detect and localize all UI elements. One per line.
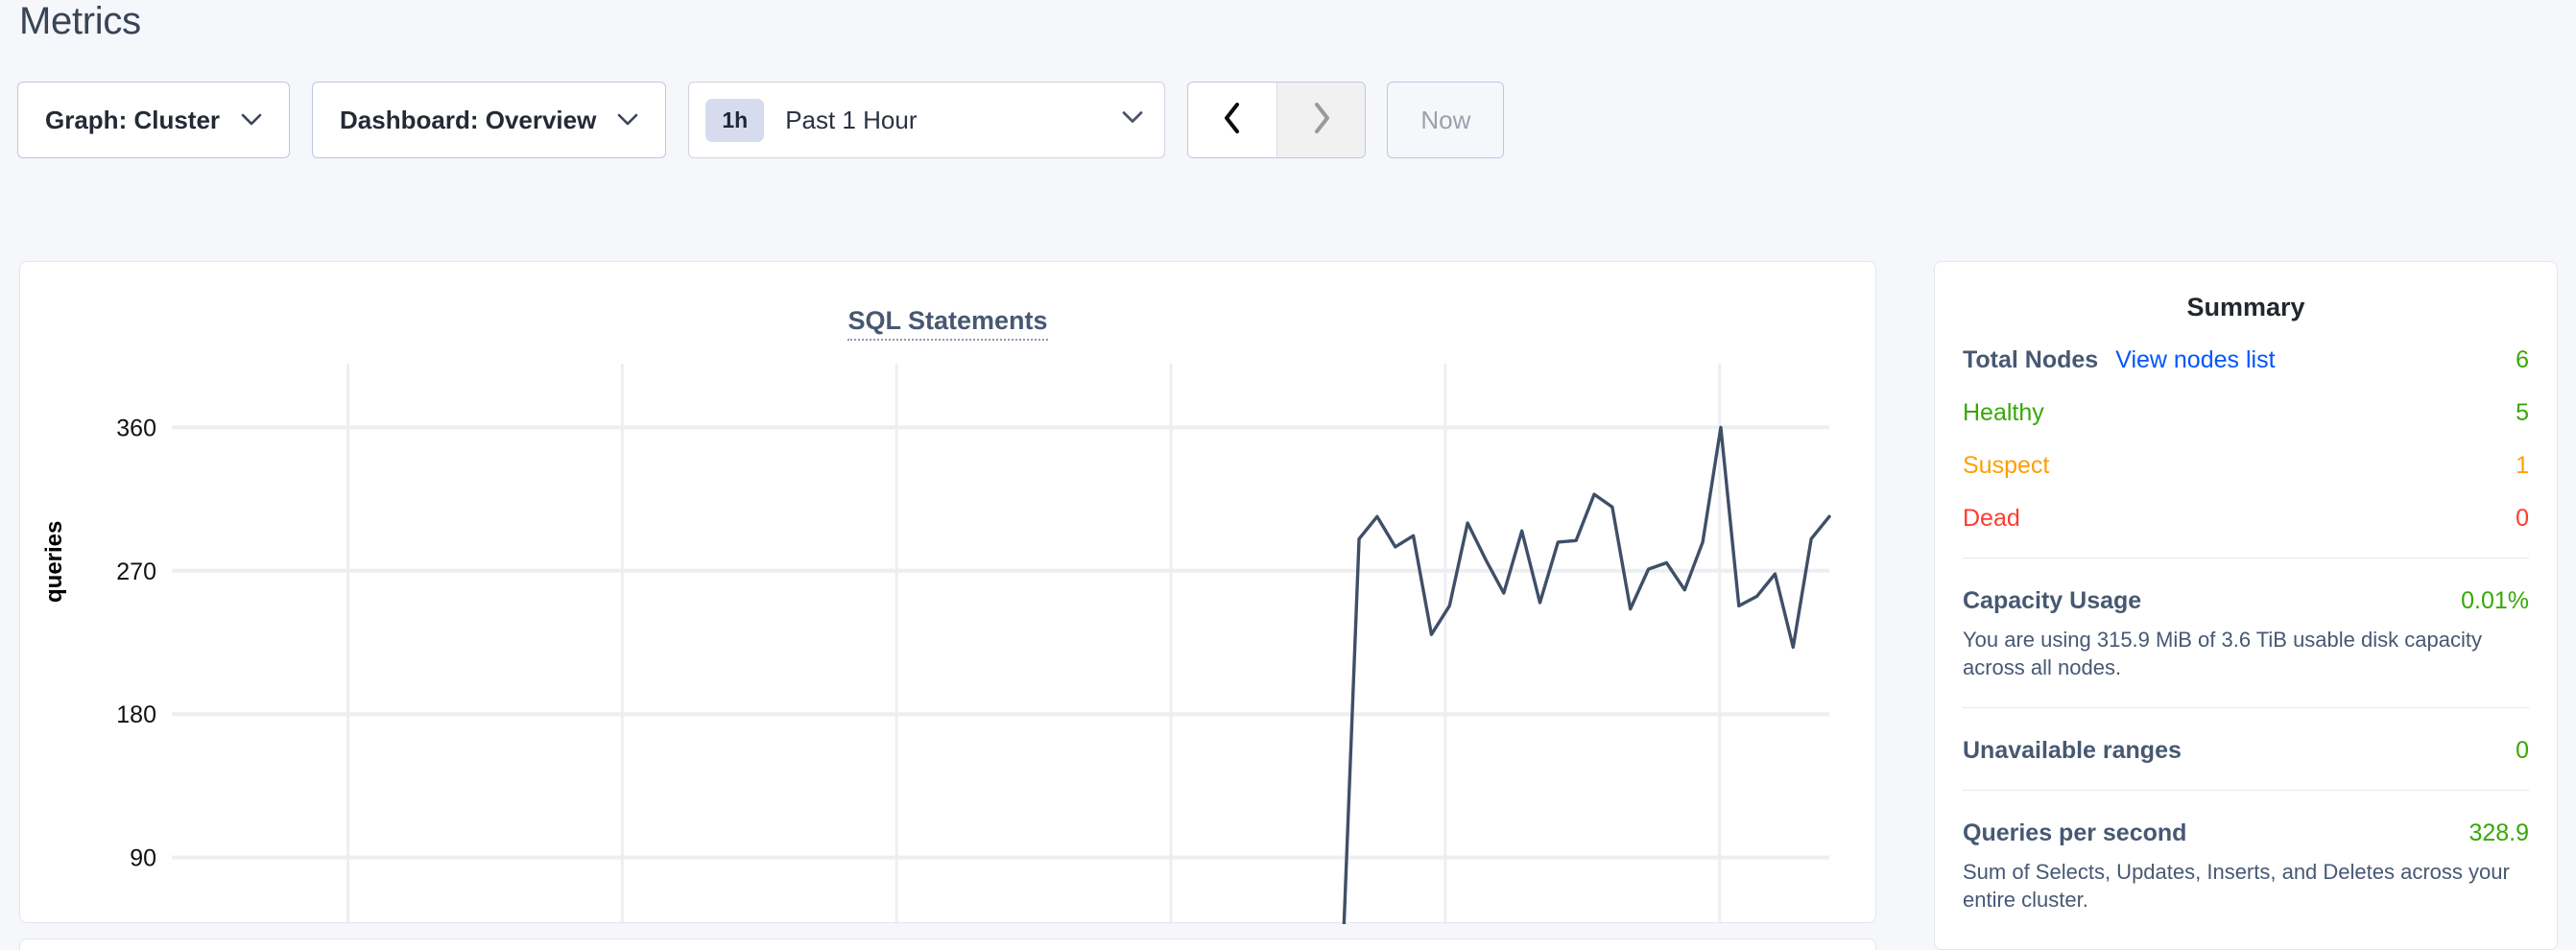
capacity-usage-label: Capacity Usage <box>1963 587 2142 614</box>
chevron-left-icon <box>1221 101 1244 140</box>
view-nodes-list-link[interactable]: View nodes list <box>2115 346 2276 373</box>
next-time-button[interactable] <box>1276 83 1366 157</box>
divider <box>1963 706 2529 708</box>
summary-row-qps: Queries per second 328.9 <box>1963 819 2529 847</box>
time-range-pill: 1h <box>705 98 765 142</box>
summary-card: Summary Total Nodes View nodes list 6 He… <box>1934 261 2558 950</box>
graph-select-button[interactable]: Graph: Cluster <box>17 82 291 158</box>
series-line-selects <box>1342 425 1831 924</box>
summary-row-dead: Dead 0 <box>1963 505 2529 533</box>
total-nodes-label: Total Nodes <box>1963 346 2099 373</box>
y-tick-label: 180 <box>116 701 156 728</box>
prev-time-button[interactable] <box>1188 83 1277 157</box>
healthy-label: Healthy <box>1963 399 2044 426</box>
healthy-value: 5 <box>2516 399 2529 426</box>
suspect-label: Suspect <box>1963 452 2050 479</box>
chart-title[interactable]: SQL Statements <box>20 306 1875 341</box>
chart-plot[interactable]: 09018027036015:2015:3015:4015:5016:0016:… <box>20 262 1877 924</box>
summary-row-unavailable-ranges: Unavailable ranges 0 <box>1963 737 2529 765</box>
capacity-usage-value: 0.01% <box>2461 587 2529 614</box>
secondary-chart-card <box>19 938 1876 950</box>
summary-row-healthy: Healthy 5 <box>1963 399 2529 427</box>
summary-row-suspect: Suspect 1 <box>1963 452 2529 480</box>
unavailable-ranges-label: Unavailable ranges <box>1963 736 2182 764</box>
dashboard-select-label: Dashboard: Overview <box>340 105 597 134</box>
dashboard-select-button[interactable]: Dashboard: Overview <box>312 82 667 158</box>
now-button[interactable]: Now <box>1387 82 1505 158</box>
time-range-selector[interactable]: 1h Past 1 Hour <box>688 82 1166 158</box>
divider <box>1963 789 2529 791</box>
summary-row-total-nodes: Total Nodes View nodes list 6 <box>1963 346 2529 374</box>
page-title: Metrics <box>19 0 141 42</box>
qps-description: Sum of Selects, Updates, Inserts, and De… <box>1963 859 2510 912</box>
dead-label: Dead <box>1963 505 2020 532</box>
capacity-usage-description: You are using 315.9 MiB of 3.6 TiB usabl… <box>1963 628 2482 680</box>
summary-row-capacity: Capacity Usage 0.01% <box>1963 587 2529 615</box>
y-tick-label: 360 <box>116 415 156 441</box>
toolbar: Graph: Cluster Dashboard: Overview 1h Pa… <box>17 82 1505 158</box>
time-range-label: Past 1 Hour <box>785 105 918 134</box>
total-nodes-value: 6 <box>2516 346 2529 373</box>
time-nav-group <box>1187 82 1367 158</box>
chevron-down-icon <box>617 113 638 127</box>
chevron-right-icon <box>1310 101 1333 140</box>
summary-title: Summary <box>2186 293 2305 321</box>
unavailable-ranges-value: 0 <box>2516 736 2529 764</box>
dead-value: 0 <box>2516 505 2529 532</box>
chevron-down-icon <box>241 113 262 127</box>
graph-select-label: Graph: Cluster <box>45 105 221 134</box>
y-tick-label: 270 <box>116 558 156 585</box>
y-tick-label: 90 <box>130 845 156 872</box>
sql-statements-chart-card: SQL Statements queries 09018027036015:20… <box>19 261 1877 924</box>
suspect-value: 1 <box>2516 452 2529 479</box>
qps-value: 328.9 <box>2469 819 2529 846</box>
chevron-down-icon <box>1122 111 1143 130</box>
qps-label: Queries per second <box>1963 819 2187 846</box>
